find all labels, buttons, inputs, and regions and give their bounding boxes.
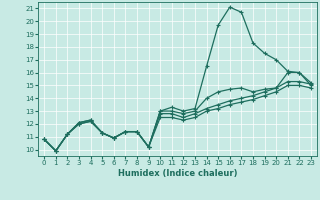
X-axis label: Humidex (Indice chaleur): Humidex (Indice chaleur): [118, 169, 237, 178]
